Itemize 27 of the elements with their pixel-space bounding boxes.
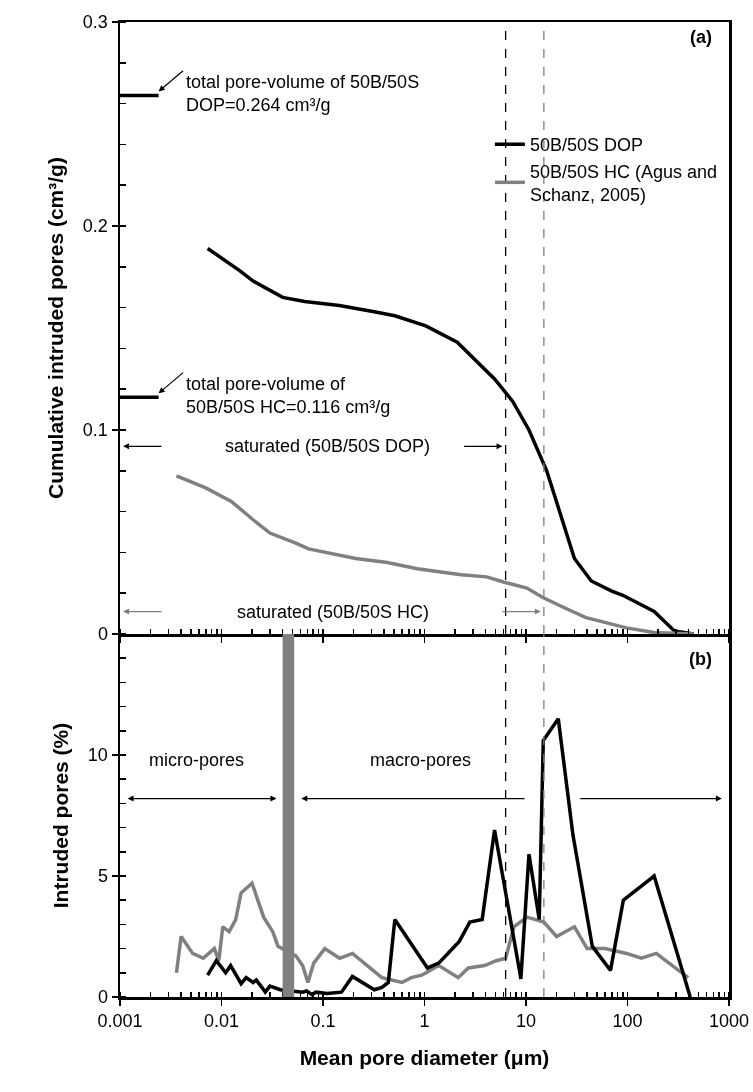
x-tick-label: 100 <box>612 1011 643 1032</box>
annotation: (a) <box>690 27 712 47</box>
y-tick-label: 5 <box>97 866 108 887</box>
y-tick-label: 0.2 <box>82 216 108 237</box>
x-tick-label: 0.001 <box>97 1011 143 1032</box>
y-tick-label: 0.1 <box>82 420 108 441</box>
y-tick-label: 0.3 <box>82 12 108 33</box>
y-tick-label: 10 <box>87 745 108 766</box>
x-tick-label: 1000 <box>708 1011 750 1032</box>
legend-label: 50B/50S HC (Agus and Schanz, 2005) <box>529 161 718 206</box>
x-tick-label: 1 <box>419 1011 430 1032</box>
annotation: saturated (50B/50S DOP) <box>225 436 431 456</box>
y-tick-label: 0 <box>97 987 108 1008</box>
y-axis-title: Intruded pores (%) <box>48 722 72 909</box>
y-axis-title: Cumulative intruded pores (cm³/g) <box>43 157 67 499</box>
annotation: saturated (50B/50S HC) <box>237 602 430 622</box>
x-tick-label: 0.1 <box>310 1011 336 1032</box>
annotation: total pore-volume of 50B/50S HC=0.116 cm³/g <box>186 374 391 418</box>
annotation: macro-pores <box>370 750 472 770</box>
annotation: (b) <box>689 649 712 669</box>
x-tick-label: 10 <box>515 1011 537 1032</box>
y-tick-label: 0 <box>97 624 108 645</box>
annotation: micro-pores <box>149 750 245 770</box>
legend-label: 50B/50S DOP <box>529 135 643 156</box>
x-tick-label: 0.01 <box>203 1011 240 1032</box>
x-axis-title: Mean pore diameter (μm) <box>299 1045 550 1069</box>
annotation: total pore-volume of 50B/50S DOP=0.264 cm³/g <box>186 72 420 116</box>
